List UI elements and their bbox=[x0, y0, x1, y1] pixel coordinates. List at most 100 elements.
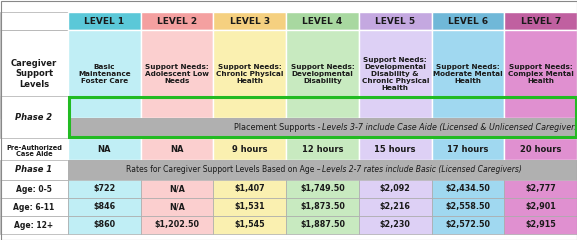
Text: 15 hours: 15 hours bbox=[374, 144, 416, 154]
Bar bbox=[68, 198, 141, 216]
Bar bbox=[213, 180, 286, 198]
Text: $1,407: $1,407 bbox=[234, 185, 265, 193]
Bar bbox=[213, 216, 286, 234]
Text: 17 hours: 17 hours bbox=[447, 144, 489, 154]
Text: $1,545: $1,545 bbox=[234, 221, 265, 229]
Bar bbox=[68, 180, 141, 198]
Bar bbox=[432, 216, 504, 234]
Text: $1,887.50: $1,887.50 bbox=[300, 221, 345, 229]
Text: LEVEL 1: LEVEL 1 bbox=[84, 17, 125, 25]
Text: $1,749.50: $1,749.50 bbox=[300, 185, 345, 193]
Bar bbox=[0, 0, 68, 240]
Text: N/A: N/A bbox=[169, 185, 185, 193]
Text: Rates for Caregiver Support Levels Based on Age –: Rates for Caregiver Support Levels Based… bbox=[126, 166, 323, 174]
Bar bbox=[68, 216, 141, 234]
Bar bbox=[286, 138, 359, 160]
Text: $1,531: $1,531 bbox=[234, 203, 265, 211]
Bar bbox=[286, 198, 359, 216]
Text: Pre-Authorized
Case Aide: Pre-Authorized Case Aide bbox=[6, 144, 62, 157]
Bar bbox=[504, 180, 577, 198]
Bar bbox=[141, 198, 213, 216]
Bar bbox=[286, 30, 359, 118]
Bar bbox=[68, 30, 141, 118]
Text: Support Needs:
Complex Mental
Health: Support Needs: Complex Mental Health bbox=[508, 64, 574, 84]
Bar bbox=[432, 12, 504, 30]
Text: 20 hours: 20 hours bbox=[520, 144, 561, 154]
Bar bbox=[0, 30, 68, 118]
Text: $2,901: $2,901 bbox=[525, 203, 556, 211]
Bar bbox=[141, 180, 213, 198]
Text: Support Needs:
Adolescent Low
Needs: Support Needs: Adolescent Low Needs bbox=[145, 64, 209, 84]
Text: $2,092: $2,092 bbox=[380, 185, 411, 193]
Text: LEVEL 6: LEVEL 6 bbox=[448, 17, 488, 25]
Bar bbox=[432, 138, 504, 160]
Bar bbox=[0, 198, 68, 216]
Bar bbox=[359, 198, 432, 216]
Text: Age: 12+: Age: 12+ bbox=[14, 221, 54, 229]
Bar bbox=[213, 30, 286, 118]
Text: Age: 0-5: Age: 0-5 bbox=[16, 185, 52, 193]
Bar bbox=[68, 138, 141, 160]
Text: Phase 2: Phase 2 bbox=[16, 113, 53, 121]
Bar bbox=[141, 30, 213, 118]
Text: LEVEL 7: LEVEL 7 bbox=[520, 17, 561, 25]
Text: $722: $722 bbox=[93, 185, 115, 193]
Bar bbox=[68, 12, 141, 30]
Text: Phase 1: Phase 1 bbox=[16, 166, 53, 174]
Bar bbox=[0, 160, 68, 180]
Bar bbox=[69, 97, 576, 137]
Text: Caregiver
Support
Levels: Caregiver Support Levels bbox=[11, 59, 57, 89]
Bar bbox=[359, 12, 432, 30]
Bar bbox=[141, 12, 213, 30]
Bar bbox=[359, 138, 432, 160]
Text: LEVEL 3: LEVEL 3 bbox=[230, 17, 270, 25]
Text: Placement Supports -: Placement Supports - bbox=[234, 124, 323, 132]
Bar bbox=[68, 118, 577, 138]
Text: Support Needs:
Chronic Physical
Health: Support Needs: Chronic Physical Health bbox=[216, 64, 283, 84]
Bar bbox=[141, 138, 213, 160]
Text: $2,558.50: $2,558.50 bbox=[445, 203, 490, 211]
Text: $2,572.50: $2,572.50 bbox=[445, 221, 490, 229]
Text: Levels 3-7 include Case Aide (Licensed & Unlicensed Caregivers): Levels 3-7 include Case Aide (Licensed &… bbox=[323, 124, 577, 132]
Bar bbox=[504, 30, 577, 118]
Text: 12 hours: 12 hours bbox=[302, 144, 343, 154]
Bar bbox=[432, 180, 504, 198]
Text: $860: $860 bbox=[93, 221, 115, 229]
Bar bbox=[213, 12, 286, 30]
Bar bbox=[68, 160, 577, 180]
Text: LEVEL 4: LEVEL 4 bbox=[302, 17, 343, 25]
Text: Basic
Maintenance
Foster Care: Basic Maintenance Foster Care bbox=[78, 64, 130, 84]
Text: LEVEL 5: LEVEL 5 bbox=[375, 17, 415, 25]
Bar bbox=[0, 216, 68, 234]
Bar bbox=[141, 216, 213, 234]
Bar bbox=[286, 12, 359, 30]
Text: NA: NA bbox=[170, 144, 184, 154]
Text: Age: 6-11: Age: 6-11 bbox=[13, 203, 55, 211]
Bar bbox=[359, 180, 432, 198]
Bar bbox=[504, 198, 577, 216]
Text: $2,915: $2,915 bbox=[525, 221, 556, 229]
Text: N/A: N/A bbox=[169, 203, 185, 211]
Text: NA: NA bbox=[98, 144, 111, 154]
Bar bbox=[0, 12, 68, 30]
Bar bbox=[286, 180, 359, 198]
Text: $2,777: $2,777 bbox=[525, 185, 556, 193]
Text: $2,434.50: $2,434.50 bbox=[445, 185, 490, 193]
Text: Support Needs:
Developmental
Disability &
Chronic Physical
Health: Support Needs: Developmental Disability … bbox=[362, 57, 429, 91]
Bar bbox=[213, 198, 286, 216]
Bar bbox=[359, 216, 432, 234]
Bar bbox=[359, 30, 432, 118]
Bar bbox=[432, 30, 504, 118]
Text: LEVEL 2: LEVEL 2 bbox=[157, 17, 197, 25]
Bar bbox=[0, 180, 68, 198]
Bar bbox=[504, 138, 577, 160]
Text: $1,873.50: $1,873.50 bbox=[300, 203, 345, 211]
Bar bbox=[432, 198, 504, 216]
Text: Support Needs:
Developmental
Disability: Support Needs: Developmental Disability bbox=[291, 64, 354, 84]
Text: $2,230: $2,230 bbox=[380, 221, 411, 229]
Text: $846: $846 bbox=[93, 203, 115, 211]
Text: Levels 2-7 rates include Basic (Licensed Caregivers): Levels 2-7 rates include Basic (Licensed… bbox=[323, 166, 522, 174]
Bar bbox=[504, 12, 577, 30]
Bar bbox=[213, 138, 286, 160]
Text: $2,216: $2,216 bbox=[380, 203, 411, 211]
